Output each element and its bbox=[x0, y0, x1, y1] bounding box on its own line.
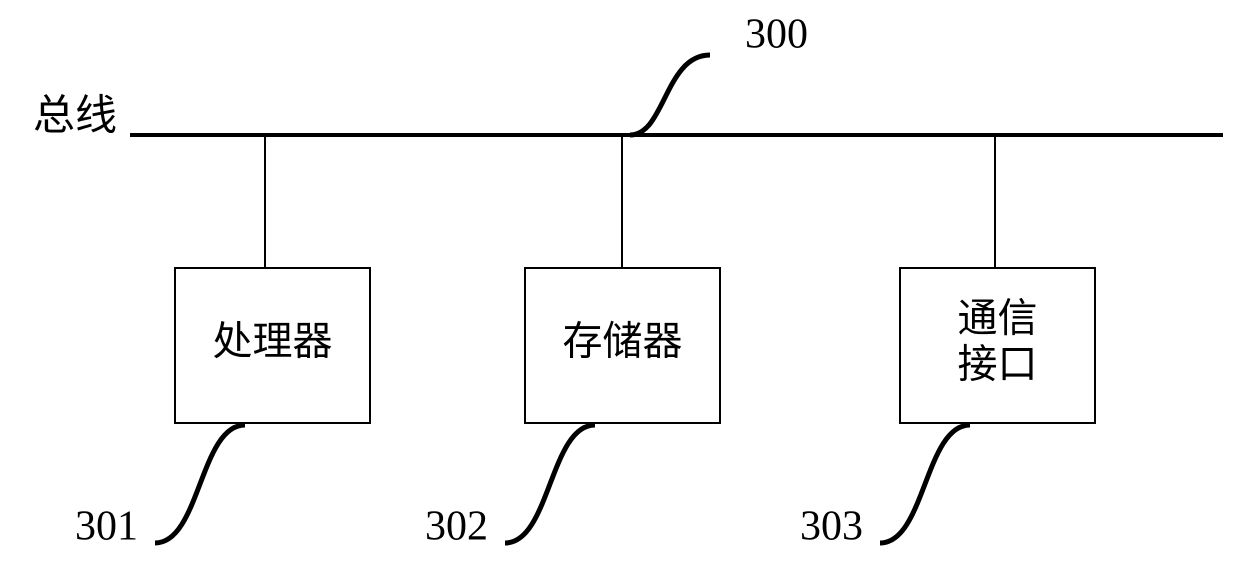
bus-callout-number: 300 bbox=[745, 12, 808, 58]
comm_if-label: 通信 bbox=[958, 296, 1038, 341]
memory-callout-curve bbox=[505, 425, 595, 543]
comm_if-callout-number: 303 bbox=[800, 504, 863, 550]
processor-callout-curve bbox=[155, 425, 245, 543]
processor-label: 处理器 bbox=[213, 319, 333, 364]
comm_if-callout-curve bbox=[880, 425, 970, 543]
bus-diagram: 总线 300 处理器 301 存储器 302 通信接口 303 bbox=[0, 0, 1240, 571]
memory-label: 存储器 bbox=[563, 319, 683, 364]
nodes-group: 处理器 301 存储器 302 通信接口 303 bbox=[75, 135, 1095, 550]
memory-callout-number: 302 bbox=[425, 504, 488, 550]
bus-label: 总线 bbox=[33, 94, 117, 140]
processor-callout-number: 301 bbox=[75, 504, 138, 550]
bus-callout-curve bbox=[630, 55, 710, 135]
comm_if-label: 接口 bbox=[958, 342, 1038, 387]
